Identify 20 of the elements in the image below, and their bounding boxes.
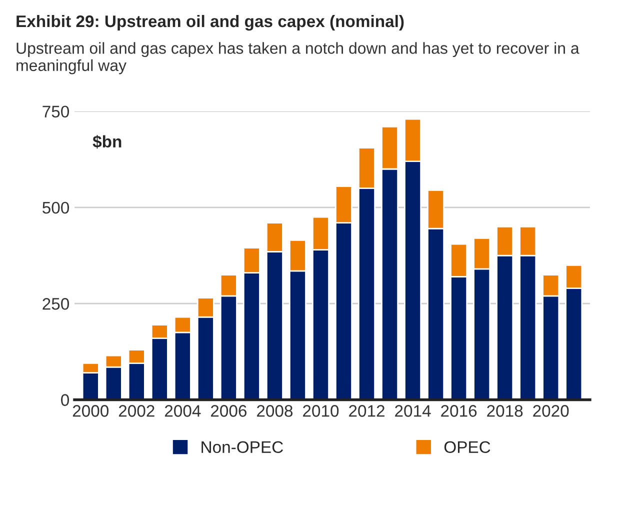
x-tick-label: 2012 [349,405,384,417]
x-tick-label: 2008 [257,405,293,417]
x-tick-label: 2020 [533,405,569,417]
x-tick-label: 2004 [164,405,201,417]
x-tick-label: 2006 [210,405,246,417]
x-tick-label: 2010 [303,405,339,417]
annotation: $bn [92,134,122,149]
x-tick-label: 2018 [487,405,523,417]
y-tick-label: 750 [42,106,70,118]
chart-subtitle: Upstream oil and gas capex has taken a notch down and has yet to recover in a meaningful way [16,42,580,74]
y-tick-label: 250 [42,298,70,310]
y-tick-label: 500 [42,202,70,214]
x-tick-label: 2016 [441,405,477,417]
x-tick-label: 2002 [118,405,154,417]
x-tick-label: 2014 [395,405,431,417]
x-tick-label: 2000 [72,405,109,417]
y-tick-label: 0 [61,394,70,406]
chart-title: Exhibit 29: Upstream oil and gas capex (nominal) [16,14,404,31]
legend-label: OPEC [444,441,490,454]
legend-label: Non-OPEC [202,441,283,454]
